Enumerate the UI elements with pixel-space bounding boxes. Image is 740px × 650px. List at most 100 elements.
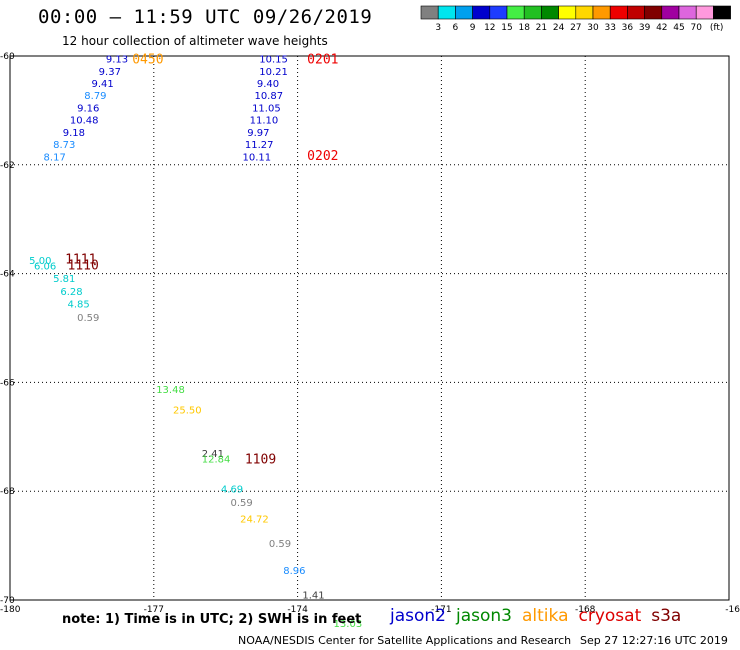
legend-swatch — [609, 5, 628, 20]
time-tag: 1109 — [245, 453, 276, 468]
y-tick-label: -70 — [0, 596, 15, 606]
legend-label: 18 — [518, 23, 530, 33]
grid — [10, 56, 729, 600]
legend-label: 70 — [690, 23, 702, 33]
legend-label: 33 — [604, 23, 615, 33]
x-tick-label: -180 — [0, 605, 21, 615]
legend-swatch — [695, 5, 714, 20]
legend-swatch — [644, 5, 663, 20]
wave-height-value: 13.03 — [334, 619, 363, 630]
legend-swatch — [437, 5, 456, 20]
wave-height-value: 8.73 — [53, 140, 75, 151]
time-tag: 0201 — [307, 53, 338, 68]
wave-height-value: 0.59 — [230, 498, 252, 509]
satellite-label: altika — [522, 606, 569, 626]
color-legend: 3 6 9 12 15 18 21 24 27 30 33 36 39 42 45 70 (ft) — [420, 5, 731, 33]
y-tick-label: -64 — [0, 270, 15, 280]
legend-label: 27 — [570, 23, 581, 33]
wave-height-value: 9.97 — [247, 128, 269, 139]
credit-text: NOAA/NESDIS Center for Satellite Applica… — [238, 634, 572, 647]
wave-height-value: 0.59 — [77, 313, 99, 324]
legend-label: 24 — [553, 23, 565, 33]
x-tick-label: -16 — [725, 605, 740, 615]
x-tick-label: -171 — [431, 605, 451, 615]
wave-height-value: 2.41 — [202, 449, 224, 460]
plot-frame — [9, 55, 730, 601]
wave-height-value: 10.15 — [259, 55, 288, 66]
chart-title: 00:00 – 11:59 UTC 09/26/2019 — [38, 6, 373, 28]
legend-swatch — [713, 5, 731, 20]
timestamp-text: Sep 27 12:27:16 UTC 2019 — [580, 634, 728, 647]
wave-height-value: 11.27 — [245, 140, 274, 151]
legend-swatch — [558, 5, 577, 20]
wave-height-value: 10.11 — [242, 153, 271, 164]
legend-swatch — [420, 5, 439, 20]
legend-label: 30 — [587, 23, 599, 33]
legend-swatch — [592, 5, 611, 20]
wave-height-value: 10.48 — [70, 116, 99, 127]
wave-height-value: 11.05 — [252, 104, 281, 115]
time-tag: 1111 — [65, 252, 96, 267]
legend-label: 3 — [435, 23, 441, 33]
y-tick-label: -66 — [0, 378, 15, 388]
wave-height-value: 6.06 — [34, 261, 56, 272]
legend-label: 15 — [501, 23, 512, 33]
x-tick-label: -174 — [287, 605, 308, 615]
legend-label: 9 — [470, 23, 476, 33]
wave-height-value: 8.17 — [44, 153, 66, 164]
time-tag: 0450 — [132, 53, 163, 68]
wave-height-value: 9.18 — [63, 128, 85, 139]
legend-label: 45 — [673, 23, 684, 33]
legend-label: 36 — [622, 23, 634, 33]
legend-swatch — [541, 5, 559, 20]
satellite-label: s3a — [651, 606, 682, 626]
chart-subtitle: 12 hour collection of altimeter wave hei… — [62, 34, 328, 48]
legend-swatch — [575, 5, 594, 20]
wave-height-value: 0.59 — [269, 539, 291, 550]
legend-swatch — [489, 5, 508, 20]
legend-swatch — [506, 5, 525, 20]
note-text: note: 1) Time is in UTC; 2) SWH is in fe… — [62, 612, 362, 627]
wave-height-value: 10.87 — [254, 91, 283, 102]
wave-height-value: 9.41 — [91, 79, 113, 90]
wave-height-value: 8.96 — [283, 566, 305, 577]
wave-height-value: 13.48 — [156, 385, 185, 396]
legend-label: 21 — [536, 23, 547, 33]
y-tick-label: -60 — [0, 52, 15, 62]
time-tag: 1110 — [68, 258, 99, 273]
legend-swatch — [455, 5, 473, 20]
wave-height-value: 8.79 — [84, 91, 106, 102]
x-tick-label: -177 — [144, 605, 164, 615]
legend-label: 42 — [656, 23, 667, 33]
wave-height-value: 9.13 — [106, 55, 128, 66]
wave-height-value: 4.69 — [221, 484, 243, 495]
legend-label: 6 — [453, 23, 459, 33]
wave-height-value: 5.81 — [53, 274, 75, 285]
legend-swatch — [523, 5, 542, 20]
legend-label: 12 — [484, 23, 495, 33]
wave-height-value: 9.37 — [99, 67, 121, 78]
wave-height-value: 24.72 — [240, 514, 269, 525]
wave-height-value: 11.10 — [250, 116, 279, 127]
wave-height-value: 12.84 — [202, 455, 231, 466]
wave-height-value: 6.28 — [60, 287, 82, 298]
wave-height-value: 25.50 — [173, 406, 202, 417]
legend-label: 39 — [639, 23, 651, 33]
wave-height-value: 9.40 — [257, 79, 279, 90]
y-tick-label: -68 — [0, 487, 15, 497]
satellite-label: jason3 — [456, 606, 512, 626]
wave-height-value: 5.00 — [29, 256, 51, 267]
wave-height-value: 9.16 — [77, 104, 99, 115]
wave-height-value: 10.21 — [259, 67, 288, 78]
legend-swatch — [678, 5, 697, 20]
legend-swatch — [627, 5, 645, 20]
satellite-label: jason2 — [390, 606, 446, 626]
x-tick-label: -168 — [575, 605, 596, 615]
legend-unit: (ft) — [710, 23, 724, 33]
axis-ticks: -180 -177 -174 -171 -168 -16 -60 -62 -64 -66 -68 -7… — [0, 52, 740, 615]
wave-height-value: 1.41 — [302, 591, 324, 602]
wave-height-value: 4.85 — [68, 300, 90, 311]
